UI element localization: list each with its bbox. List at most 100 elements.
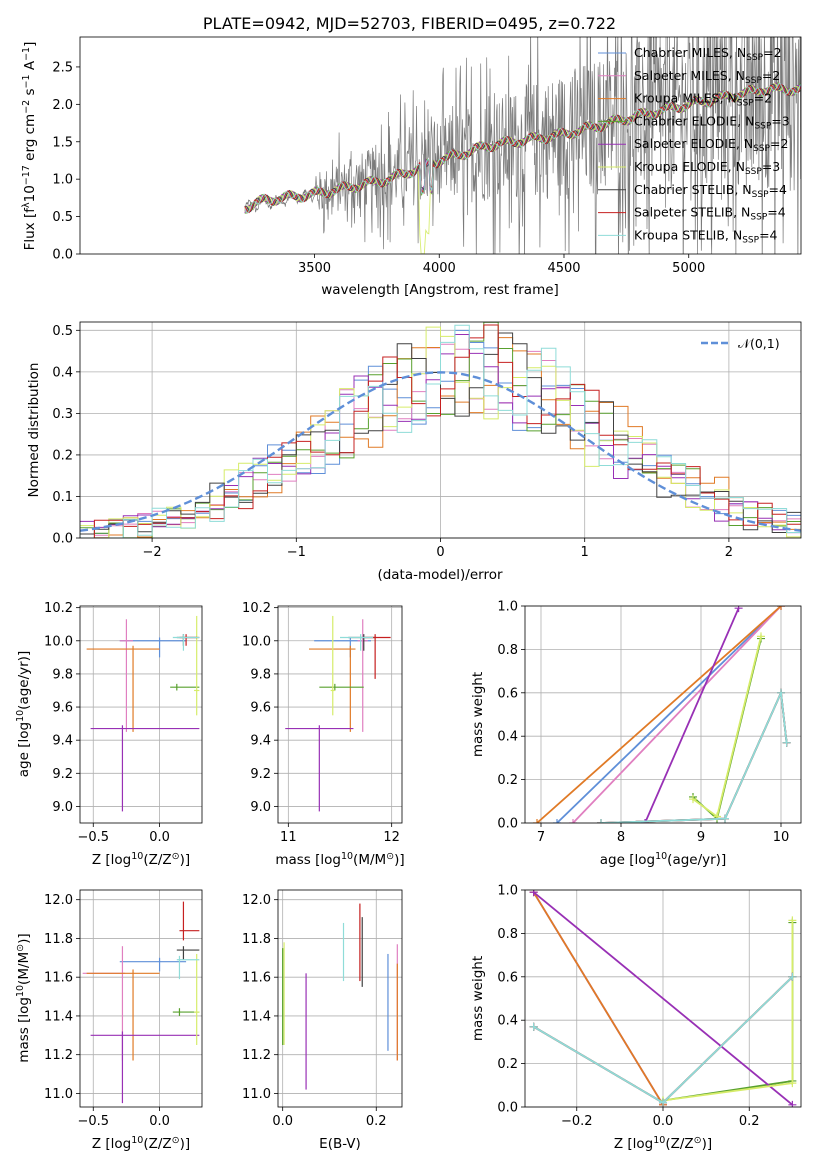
age-metallicity-ytick-label: 10.2 — [44, 601, 73, 616]
legend-text: =3 — [762, 159, 780, 174]
spectrum-ytick-label: 1.5 — [52, 135, 73, 150]
age-metallicity-xtick-label: 0.0 — [149, 830, 170, 845]
histogram-xtick-label: 1 — [581, 545, 589, 560]
mass-metallicity-plot — [82, 901, 200, 1104]
histogram-xtick-label: −1 — [287, 545, 306, 560]
legend-text: =2 — [762, 68, 780, 83]
legend-sub: SSP — [752, 190, 769, 200]
legend-text: Chabrier ELODIE, N — [634, 113, 754, 128]
legend-sub: SSP — [742, 235, 759, 245]
weight-metallicity-ytick-label: 0.0 — [497, 1101, 518, 1116]
spectrum-ytick-label: 2.5 — [52, 60, 73, 75]
spectrum-ylabel: Flux [fλ10−17 erg cm−2 s−1 A−1] — [21, 42, 38, 251]
spectrum-title: PLATE=0942, MJD=52703, FIBERID=0495, z=0… — [203, 14, 616, 33]
spectrum-ylabel-part: −1 — [21, 74, 32, 88]
spectrum-ylabel-part: λ — [21, 202, 32, 208]
weight-age-xlabel-part: 10 — [655, 851, 667, 862]
legend-text: =2 — [770, 136, 788, 151]
mass-extinction-frame — [277, 889, 403, 1108]
model-spectrum-kroupa_stelib — [244, 82, 801, 214]
legend-entry-kroupa_stelib: Kroupa STELIB, NSSP=4 — [634, 227, 778, 245]
weight-line-kroupa_miles — [532, 891, 664, 1106]
legend-sub: SSP — [745, 76, 762, 86]
spectrum-ylabel-part: −17 — [21, 165, 32, 185]
mass-metallicity-xtick-label: −0.5 — [77, 1114, 109, 1129]
mass-metallicity-ylabel-part: 10 — [15, 985, 26, 997]
legend-entry-salpeter_miles: Salpeter MILES, NSSP=2 — [634, 68, 780, 86]
weight-line-chabrier_elodie — [662, 922, 794, 1102]
weight-line-chabrier_elodie — [692, 638, 762, 821]
mass-extinction-xtick-label: 0.2 — [366, 1114, 387, 1129]
legend-text: Kroupa MILES, N — [634, 91, 737, 106]
spectrum-ylabel-part: s — [22, 88, 38, 99]
legend-text: =4 — [767, 205, 785, 220]
age-mass-xlabel-part: 10 — [341, 851, 353, 862]
age-mass-xtick-label: 11 — [280, 830, 297, 845]
legend-entry-salpeter_elodie: Salpeter ELODIE, NSSP=2 — [634, 136, 788, 154]
weight-age-ylabel: mass weight — [470, 672, 486, 757]
mass-metallicity-xlabel-part: Z [log — [92, 1136, 131, 1152]
mass-metallicity-ytick-label: 11.4 — [44, 1009, 73, 1024]
age-mass-ytick-label: 9.0 — [250, 800, 271, 815]
legend-text: =2 — [754, 91, 772, 106]
weight-metallicity-xlabel-part: 10 — [653, 1135, 665, 1146]
weight-metallicity-panel: −0.2 0.0 0.2 0.0 0.2 0.4 0.6 0.8 1.0 mass weight Z… — [470, 884, 802, 1152]
age-mass-panel: 11 12 9.0 9.2 9.4 9.6 9.8 10.0 10.2 mass [log10(M… — [242, 601, 405, 868]
spectrum-ylabel-part: −2 — [21, 100, 32, 114]
weight-marker-kroupa_elodie — [757, 632, 765, 641]
weight-marker-kroupa_stelib — [782, 738, 791, 747]
weight-metallicity-ytick-label: 0.8 — [497, 927, 518, 942]
mass-extinction-ytick-label: 11.0 — [242, 1087, 271, 1102]
mass-metallicity-ytick-label: 11.0 — [44, 1087, 73, 1102]
age-metallicity-xlabel-part: Z [log — [92, 852, 131, 868]
weight-marker-chabrier_miles — [553, 819, 561, 823]
weight-age-xtick-label: 9 — [697, 830, 705, 845]
legend-text: =4 — [769, 182, 787, 197]
mass-extinction-panel: 0.0 0.2 11.0 11.2 11.4 11.6 11.8 12.0 E(B-V) — [242, 889, 403, 1152]
age-metallicity-ylabel-part: age [log — [16, 722, 32, 777]
legend-sub: SSP — [745, 167, 762, 177]
spectrum-xtick-label: 5000 — [672, 261, 705, 276]
weight-marker-kroupa_stelib — [659, 1098, 667, 1107]
age-mass-xlabel-part: )] — [394, 852, 405, 868]
observed-spectrum-line — [244, 37, 801, 254]
age-mass-xlabel-part: (M/M — [353, 852, 386, 868]
legend-text: Salpeter MILES, N — [634, 68, 745, 83]
weight-marker-salpeter_elodie — [529, 890, 538, 897]
mass-metallicity-xlabel: Z [log10(Z/Z⊙)] — [92, 1135, 190, 1152]
age-mass-ytick-label: 9.6 — [250, 701, 271, 716]
spectrum-ytick-label: 0.5 — [52, 210, 73, 225]
weight-marker-kroupa_stelib — [597, 819, 605, 823]
age-mass-frame — [277, 605, 403, 824]
weight-marker-salpeter_elodie — [641, 819, 649, 823]
weight-metallicity-xlabel-part: )] — [702, 1136, 713, 1152]
weight-marker-kroupa_miles — [533, 819, 541, 823]
age-mass-xlabel-part: mass [log — [275, 852, 341, 868]
legend-entry-salpeter_stelib: Salpeter STELIB, NSSP=4 — [634, 205, 786, 223]
weight-metallicity-xtick-label: 0.2 — [739, 1114, 760, 1129]
weight-line-kroupa_elodie — [662, 920, 794, 1102]
legend-text: =2 — [763, 45, 781, 60]
spectrum-ylabel-part: −1 — [21, 47, 32, 61]
legend-sub: SSP — [750, 213, 767, 223]
legend-text: Chabrier STELIB, N — [634, 182, 752, 197]
spectrum-ytick-label: 2.0 — [52, 98, 73, 113]
mass-metallicity-ytick-label: 11.6 — [44, 971, 73, 986]
age-metallicity-xlabel-part: )] — [180, 852, 191, 868]
weight-age-xtick-label: 10 — [773, 830, 790, 845]
weight-marker-kroupa_stelib — [788, 972, 797, 981]
weight-metallicity-xtick-label: 0.0 — [653, 1114, 674, 1129]
legend-text: Chabrier MILES, N — [634, 45, 746, 60]
histogram-panel: −2 −1 0 1 2 0.0 0.1 0.2 0.3 0.4 0.5 (data-model)/er… — [26, 321, 802, 583]
spectrum-ylabel-part: Flux [f — [22, 207, 38, 251]
weight-metallicity-ytick-label: 1.0 — [497, 884, 518, 899]
age-metallicity-panel: −0.5 0.09.09.29.49.69.810.010.2Z [log10(Z… — [15, 601, 203, 868]
mass-metallicity-xtick-label: 0.0 — [149, 1114, 170, 1129]
histogram-xtick-label: −2 — [143, 545, 162, 560]
histogram-ytick-label: 0.0 — [52, 532, 73, 547]
histogram-ytick-label: 0.5 — [52, 324, 73, 339]
mass-extinction-ytick-label: 11.2 — [242, 1048, 271, 1063]
age-metallicity-xtick-label: −0.5 — [77, 830, 109, 845]
age-metallicity-xlabel-part: 10 — [131, 851, 143, 862]
age-mass-xtick-label: 12 — [383, 830, 400, 845]
